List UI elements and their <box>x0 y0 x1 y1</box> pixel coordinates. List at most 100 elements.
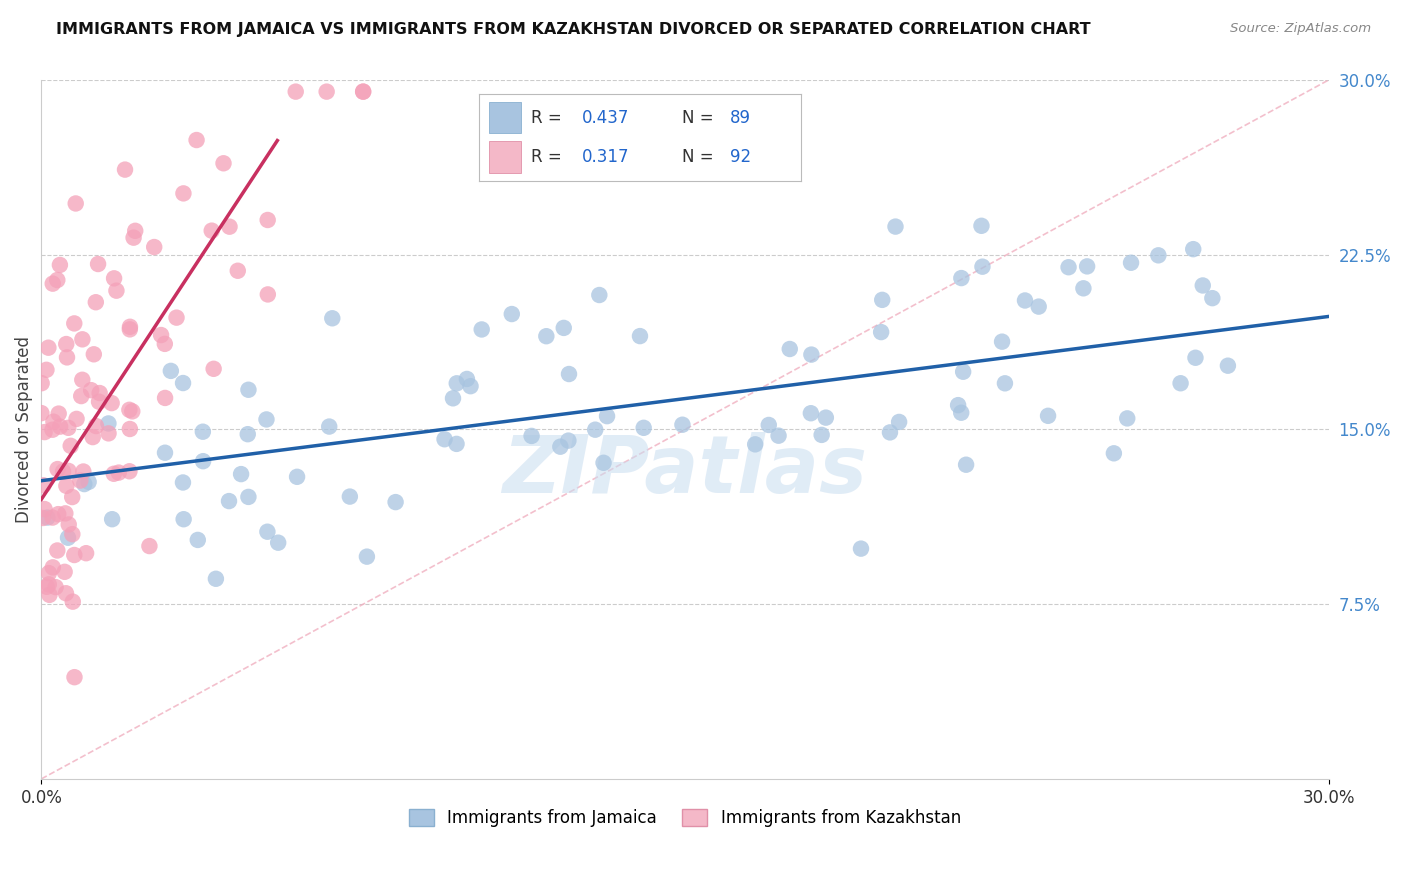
Point <box>38 577 60 591</box>
Point <box>238 490 260 504</box>
Point <box>35 580 58 594</box>
Point <box>83 347 105 361</box>
Point <box>433 432 456 446</box>
Point <box>810 428 832 442</box>
Point <box>814 410 837 425</box>
Point <box>520 429 543 443</box>
Point <box>315 85 337 99</box>
Point <box>150 328 173 343</box>
Point <box>218 219 240 234</box>
Point <box>456 372 478 386</box>
Point <box>744 437 766 451</box>
Point <box>887 415 910 429</box>
Point <box>1014 293 1036 308</box>
Point <box>1184 351 1206 365</box>
Point <box>870 325 893 339</box>
Point <box>42 277 65 291</box>
Point <box>42 560 65 574</box>
Point <box>1057 260 1080 275</box>
Point <box>318 419 340 434</box>
Point <box>236 427 259 442</box>
Point <box>758 417 780 432</box>
Point <box>256 412 278 426</box>
Point <box>352 85 374 99</box>
Point <box>153 337 176 351</box>
Point <box>285 470 308 484</box>
Point <box>879 425 901 440</box>
Point <box>596 409 619 424</box>
Point <box>56 531 79 545</box>
Point <box>972 260 994 274</box>
Point <box>1170 376 1192 391</box>
Point <box>87 257 110 271</box>
Point <box>58 517 80 532</box>
Text: Source: ZipAtlas.com: Source: ZipAtlas.com <box>1230 22 1371 36</box>
Point <box>70 389 93 403</box>
Point <box>103 467 125 481</box>
Point <box>284 85 307 99</box>
Point <box>53 507 76 521</box>
Point <box>1028 300 1050 314</box>
Point <box>994 376 1017 391</box>
Point <box>226 264 249 278</box>
Point <box>56 351 79 365</box>
Point <box>80 383 103 397</box>
Point <box>46 543 69 558</box>
Point <box>46 273 69 287</box>
Point <box>191 454 214 468</box>
Point <box>501 307 523 321</box>
Point <box>1191 278 1213 293</box>
Point <box>1102 446 1125 460</box>
Point <box>1147 248 1170 262</box>
Point <box>97 426 120 441</box>
Point <box>256 287 278 301</box>
Point <box>75 546 97 560</box>
Point <box>103 271 125 285</box>
Point <box>849 541 872 556</box>
Point <box>172 376 194 390</box>
Point <box>30 406 52 420</box>
Point <box>69 474 91 488</box>
Point <box>55 586 77 600</box>
Point <box>946 398 969 412</box>
Point <box>205 572 228 586</box>
Point <box>256 524 278 539</box>
Point <box>72 332 94 346</box>
Point <box>82 430 104 444</box>
Point <box>63 317 86 331</box>
Point <box>160 364 183 378</box>
Point <box>65 412 87 426</box>
Point <box>121 404 143 418</box>
Point <box>38 588 60 602</box>
Point <box>352 85 374 99</box>
Point <box>202 361 225 376</box>
Point <box>471 322 494 336</box>
Point <box>1201 291 1223 305</box>
Y-axis label: Divorced or Separated: Divorced or Separated <box>15 336 32 523</box>
Point <box>173 512 195 526</box>
Point <box>97 417 120 431</box>
Point <box>955 458 977 472</box>
Point <box>48 407 70 421</box>
Point <box>446 376 468 391</box>
Point <box>550 440 572 454</box>
Point <box>229 467 252 482</box>
Point <box>339 490 361 504</box>
Point <box>201 224 224 238</box>
Point <box>72 465 94 479</box>
Point <box>633 421 655 435</box>
Point <box>45 580 67 594</box>
Point <box>143 240 166 254</box>
Point <box>49 419 72 434</box>
Point <box>65 196 87 211</box>
Point <box>53 565 76 579</box>
Point <box>87 394 110 409</box>
Point <box>583 423 606 437</box>
Point <box>558 367 581 381</box>
Point <box>884 219 907 234</box>
Point <box>38 566 60 581</box>
Point <box>138 539 160 553</box>
Point <box>105 284 128 298</box>
Point <box>1119 256 1142 270</box>
Point <box>60 527 83 541</box>
